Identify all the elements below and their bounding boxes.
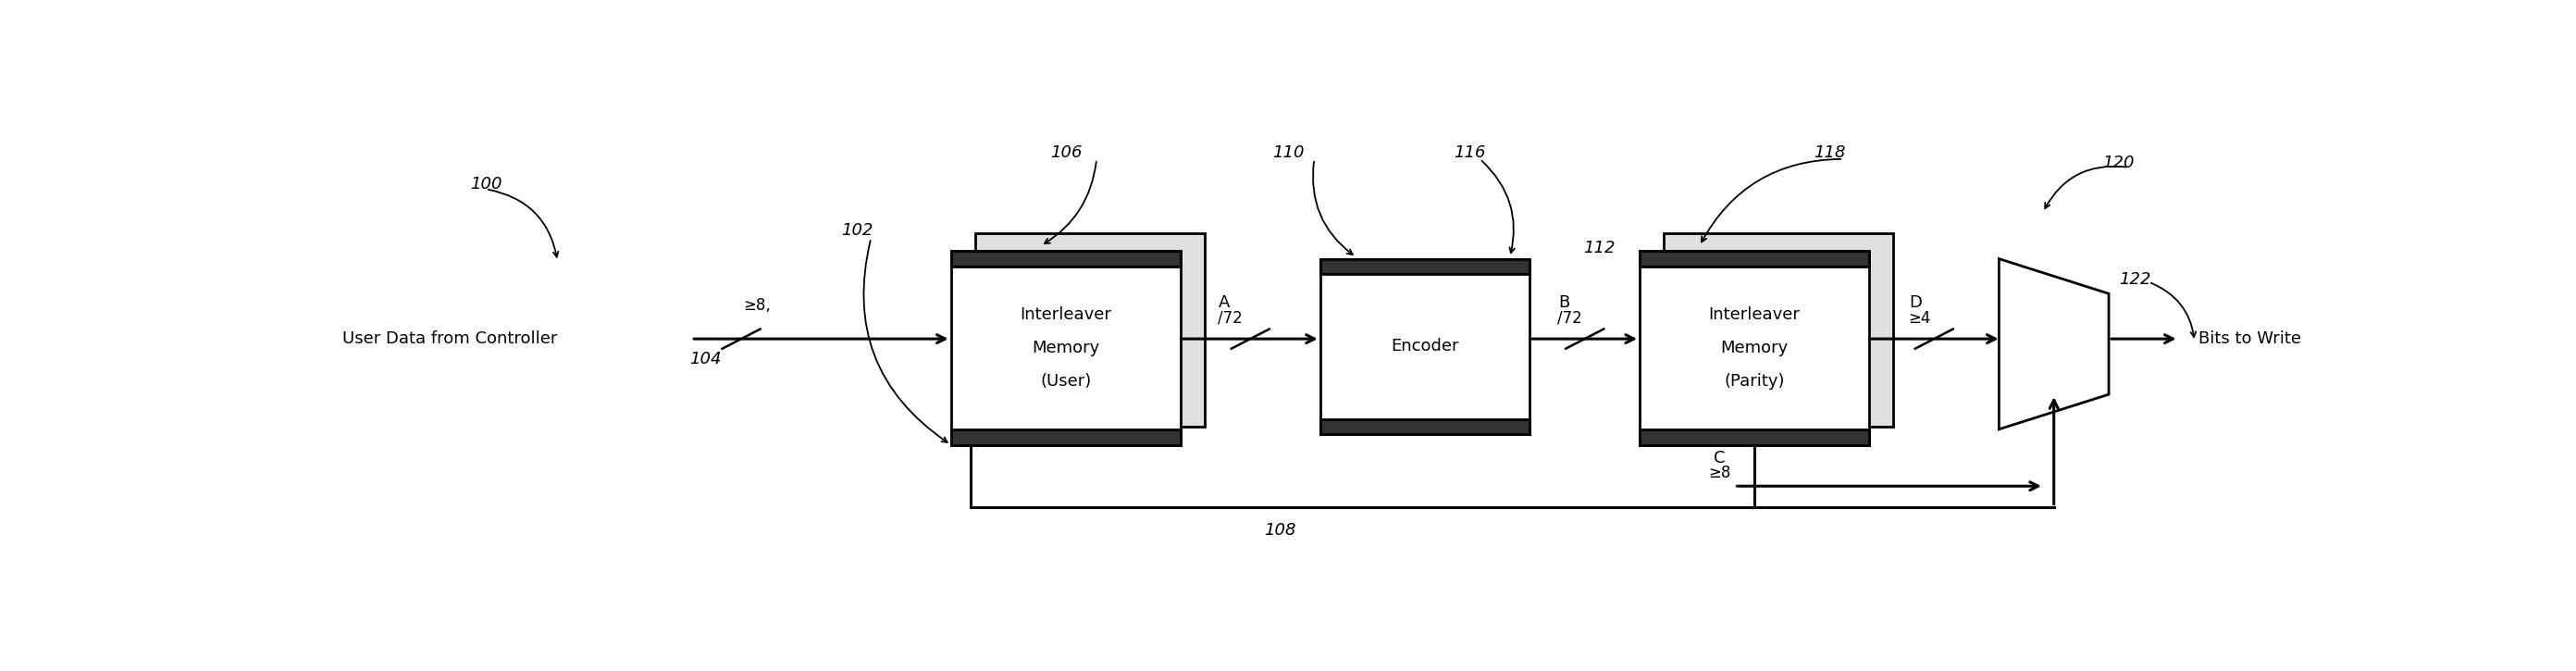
Text: User Data from Controller: User Data from Controller (343, 331, 556, 347)
Text: D: D (1909, 295, 1922, 311)
Text: ≥4: ≥4 (1909, 310, 1929, 327)
Text: 106: 106 (1051, 144, 1082, 161)
Text: Encoder: Encoder (1391, 338, 1458, 355)
Bar (1641, 251, 1870, 266)
Text: Interleaver: Interleaver (1020, 306, 1110, 323)
Text: Bits to Write: Bits to Write (2197, 331, 2300, 347)
Text: Memory: Memory (1033, 340, 1100, 356)
Bar (1319, 259, 1530, 434)
Text: B: B (1558, 295, 1569, 311)
Bar (1319, 259, 1530, 274)
Text: 116: 116 (1453, 144, 1486, 161)
Bar (1319, 419, 1530, 434)
Text: (Parity): (Parity) (1723, 373, 1785, 390)
Bar (1641, 251, 1870, 445)
Polygon shape (1999, 259, 2110, 429)
Text: 102: 102 (842, 222, 873, 239)
Text: Interleaver: Interleaver (1708, 306, 1801, 323)
Text: A: A (1218, 295, 1231, 311)
Text: ≥8: ≥8 (1708, 465, 1731, 482)
Text: 104: 104 (690, 351, 721, 368)
Bar (974, 233, 1206, 427)
Text: 120: 120 (2102, 155, 2136, 172)
Bar (951, 429, 1180, 445)
Text: /72: /72 (1558, 310, 1582, 327)
Bar (951, 251, 1180, 445)
Bar (1641, 429, 1870, 445)
Text: 110: 110 (1273, 144, 1303, 161)
Bar (1664, 233, 1893, 427)
Text: /72: /72 (1218, 310, 1242, 327)
Text: Memory: Memory (1721, 340, 1788, 356)
Text: 118: 118 (1814, 144, 1844, 161)
Text: 112: 112 (1584, 240, 1615, 257)
Text: 100: 100 (469, 176, 502, 192)
Bar (951, 251, 1180, 266)
Text: 122: 122 (2120, 271, 2151, 288)
Text: ≥8,: ≥8, (744, 297, 770, 313)
Text: 108: 108 (1265, 521, 1296, 538)
Text: (User): (User) (1041, 373, 1092, 390)
Text: C: C (1713, 450, 1726, 466)
